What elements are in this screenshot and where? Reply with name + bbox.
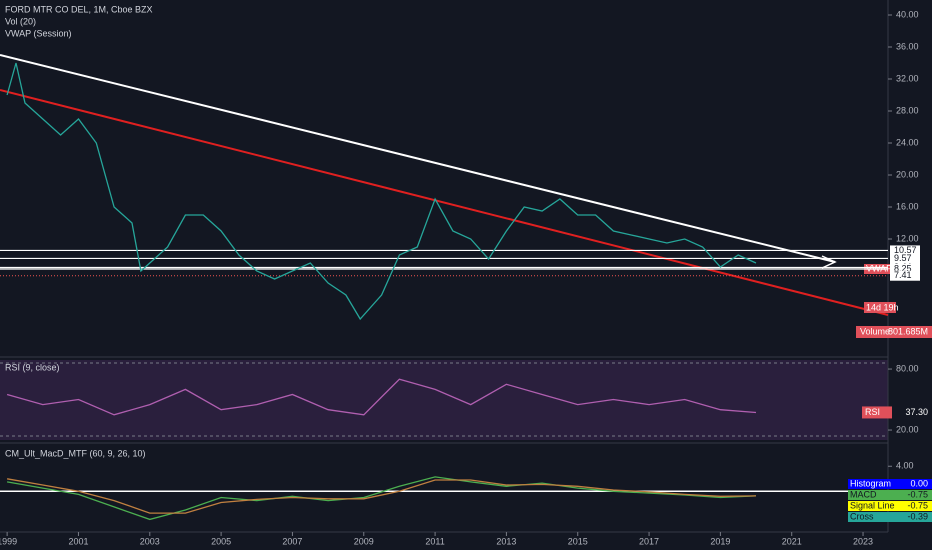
x-tick-label: 2001: [68, 536, 88, 546]
y-tick-label: 80.00: [896, 363, 919, 373]
legend-value: -0.75: [907, 500, 928, 510]
trend-line: [0, 54, 836, 263]
panel-title: RSI (9, close): [5, 362, 60, 372]
x-tick-label: 2015: [568, 536, 588, 546]
legend-box: [848, 512, 932, 522]
level-tag-bg: [890, 245, 920, 256]
rsi-tag-value: 37.30: [905, 407, 928, 417]
legend-name: Cross: [850, 511, 874, 521]
rsi-tag-name: RSI: [865, 407, 880, 417]
symbol-title: FORD MTR CO DEL, 1M, Cboe BZX: [5, 4, 153, 14]
level-label: 10.57: [894, 245, 917, 255]
y-tick-label: 4.00: [896, 461, 914, 471]
tag-bg: [864, 302, 896, 313]
legend-value: -0.39: [907, 511, 928, 521]
y-tick-label: 28.00: [896, 105, 919, 115]
y-tick-label: 20.00: [896, 424, 919, 434]
legend-box: [848, 490, 932, 500]
level-tag-bg: [890, 264, 920, 274]
legend-name: Signal Line: [850, 500, 895, 510]
legend-box: [848, 501, 932, 511]
y-tick-label: 16.00: [896, 201, 919, 211]
panel-title: CM_Ult_MacD_MTF (60, 9, 26, 10): [5, 448, 146, 458]
volume-label: Volume: [860, 326, 890, 336]
x-tick-label: 2017: [639, 536, 659, 546]
level-label: 9.57: [894, 253, 912, 263]
tag-bg: [856, 326, 932, 338]
level-label: 8.25: [894, 263, 912, 273]
legend-value: -0.75: [907, 489, 928, 499]
y-tick-label: 36.00: [896, 41, 919, 51]
x-tick-label: 2011: [425, 536, 444, 546]
x-tick-label: 2021: [782, 536, 802, 546]
x-tick-label: 2009: [354, 536, 374, 546]
x-tick-label: 2005: [211, 536, 231, 546]
x-tick-label: 2007: [282, 536, 302, 546]
x-tick-label: 2003: [140, 536, 160, 546]
level-tag-bg: [890, 253, 920, 264]
trend-line: [0, 89, 889, 316]
x-tick-label: 1999: [0, 536, 17, 546]
indicator: VWAP (Session): [5, 28, 72, 38]
legend-box: [848, 479, 932, 489]
tag: 14d 19h: [866, 302, 899, 312]
series-line: [6, 478, 757, 514]
y-tick-label: 24.00: [896, 137, 919, 147]
tag: VWAP: [866, 263, 892, 273]
x-tick-label: 2019: [710, 536, 730, 546]
y-tick-label: 20.00: [896, 169, 919, 179]
y-tick-label: 32.00: [896, 73, 919, 83]
legend-value: 0.00: [910, 478, 928, 488]
x-tick-label: 2023: [853, 536, 873, 546]
x-tick-label: 2013: [496, 536, 516, 546]
indicator: Vol (20): [5, 16, 36, 26]
volume-value: 801.685M: [888, 326, 928, 336]
legend-name: MACD: [850, 489, 877, 499]
last-label: 7.41: [894, 270, 912, 280]
series-line: [6, 476, 757, 521]
series-line: [6, 62, 757, 321]
rsi-band: [0, 360, 888, 440]
y-tick-label: 40.00: [896, 9, 919, 19]
y-tick-label: 12.00: [896, 233, 919, 243]
last-tag-bg: [890, 270, 920, 281]
rsi-tag-bg: [862, 406, 892, 419]
series-line: [6, 378, 757, 416]
legend-name: Histogram: [850, 478, 891, 488]
